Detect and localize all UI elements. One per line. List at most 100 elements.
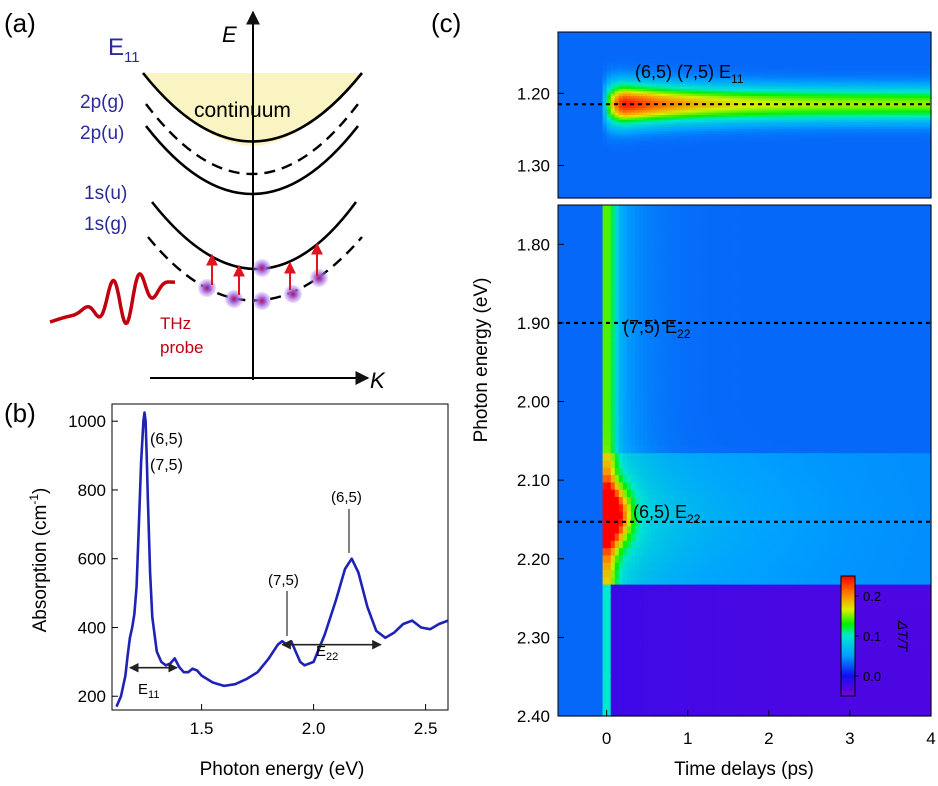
heatmap-cell bbox=[570, 164, 575, 168]
heatmap-cell bbox=[667, 138, 673, 142]
heatmap-cell bbox=[570, 103, 575, 107]
heatmap-cell bbox=[659, 107, 665, 111]
heatmap-cell bbox=[558, 188, 563, 192]
heatmap-cell bbox=[606, 141, 612, 145]
heatmap-cell bbox=[643, 136, 648, 140]
heatmap-cell bbox=[647, 126, 652, 130]
heatmap-cell bbox=[566, 53, 571, 57]
heatmap-cell bbox=[699, 136, 705, 140]
heatmap-cell bbox=[614, 145, 620, 149]
heatmap-cell bbox=[687, 129, 693, 133]
heatmap-cell bbox=[703, 39, 709, 43]
heatmap-cell bbox=[703, 141, 709, 145]
heatmap-cell bbox=[643, 39, 648, 43]
heatmap-cell bbox=[626, 145, 632, 149]
heatmap-cell bbox=[630, 193, 636, 197]
heatmap-cell bbox=[663, 48, 669, 52]
heatmap-cell bbox=[655, 93, 660, 97]
heatmap-cell bbox=[622, 69, 628, 73]
heatmap-cell bbox=[570, 62, 575, 66]
heatmap-cell bbox=[691, 39, 697, 43]
heatmap-cell bbox=[643, 36, 648, 40]
heatmap-cell bbox=[582, 195, 587, 199]
heatmap-cell bbox=[671, 176, 677, 180]
heatmap-cell bbox=[699, 107, 705, 111]
heatmap-cell bbox=[708, 164, 713, 168]
heatmap-cell bbox=[671, 46, 677, 50]
heatmap-cell bbox=[699, 60, 705, 64]
heatmap-cell bbox=[574, 148, 579, 152]
heatmap-cell bbox=[699, 88, 705, 92]
heatmap-cell bbox=[630, 143, 636, 147]
heatmap-cell bbox=[708, 46, 713, 50]
heatmap-cell bbox=[675, 62, 681, 66]
heatmap-cell bbox=[582, 181, 587, 185]
heatmap-cell bbox=[659, 152, 665, 156]
heatmap-cell bbox=[639, 152, 644, 156]
heatmap-cell bbox=[635, 100, 640, 104]
heatmap-cell bbox=[626, 126, 632, 130]
heatmap-cell bbox=[687, 98, 693, 102]
heatmap-cell bbox=[610, 157, 616, 161]
heatmap-cell bbox=[687, 93, 693, 97]
heatmap-cell bbox=[606, 88, 612, 92]
heatmap-cell bbox=[663, 129, 669, 133]
heatmap-cell bbox=[712, 65, 717, 69]
heatmap-cell bbox=[610, 186, 616, 190]
heatmap-cell bbox=[586, 69, 592, 73]
heatmap-cell bbox=[643, 164, 648, 168]
heatmap-cell bbox=[594, 36, 600, 40]
heatmap-cell bbox=[671, 53, 677, 57]
heatmap-cell bbox=[695, 136, 701, 140]
heatmap-cell bbox=[708, 169, 713, 173]
heatmap-cell bbox=[614, 183, 620, 187]
heatmap-cell bbox=[586, 74, 592, 78]
heatmap-cell bbox=[602, 100, 608, 104]
heatmap-cell bbox=[635, 98, 640, 102]
heatmap-cell bbox=[618, 39, 624, 43]
heatmap-cell bbox=[586, 110, 592, 114]
heatmap-cell bbox=[578, 81, 583, 85]
heatmap-cell bbox=[630, 96, 636, 99]
heatmap-cell bbox=[679, 171, 685, 175]
heatmap-cell bbox=[683, 115, 689, 118]
heatmap-cell bbox=[687, 41, 693, 45]
heatmap-cell bbox=[655, 157, 660, 161]
heatmap-cell bbox=[622, 62, 628, 66]
heatmap-cell bbox=[703, 126, 709, 130]
heatmap-cell bbox=[655, 72, 660, 76]
heatmap-cell bbox=[598, 126, 604, 130]
heatmap-cell bbox=[606, 190, 612, 194]
heatmap-cell bbox=[598, 117, 604, 121]
heatmap-cell bbox=[687, 72, 693, 76]
heatmap-cell bbox=[687, 122, 693, 126]
heatmap-cell bbox=[610, 141, 616, 145]
heatmap-cell bbox=[671, 74, 677, 78]
heatmap-cell bbox=[566, 117, 571, 121]
heatmap-cell bbox=[699, 115, 705, 118]
heatmap-cell bbox=[630, 86, 636, 90]
heatmap-cell bbox=[610, 88, 616, 92]
heatmap-cell bbox=[643, 84, 648, 88]
heatmap-cell bbox=[618, 133, 624, 137]
heatmap-cell bbox=[586, 174, 592, 178]
heatmap-cell bbox=[655, 65, 660, 69]
heatmap-cell bbox=[570, 136, 575, 140]
heatmap-cell bbox=[590, 96, 596, 99]
heatmap-cell bbox=[663, 160, 669, 164]
absorption-curve bbox=[115, 411, 449, 708]
heatmap-cell bbox=[626, 43, 632, 47]
heatmap-cell bbox=[626, 115, 632, 118]
heatmap-cell bbox=[639, 60, 644, 64]
heatmap-cell bbox=[703, 122, 709, 126]
heatmap-cell bbox=[647, 162, 652, 166]
heatmap-cell bbox=[626, 122, 632, 126]
heatmap-cell bbox=[602, 119, 608, 123]
heatmap-cell bbox=[594, 124, 600, 128]
heatmap-cell bbox=[586, 190, 592, 194]
heatmap-cell bbox=[667, 110, 673, 114]
heatmap-cell bbox=[675, 188, 681, 192]
heatmap-cell bbox=[691, 34, 697, 38]
heatmap-cell bbox=[598, 93, 604, 97]
